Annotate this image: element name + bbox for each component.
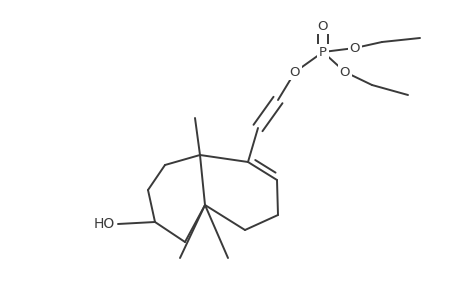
Text: O: O [349,41,359,55]
Text: O: O [289,65,300,79]
Text: HO: HO [93,217,114,231]
Text: P: P [318,46,326,59]
Text: O: O [339,65,349,79]
Text: O: O [317,20,328,32]
